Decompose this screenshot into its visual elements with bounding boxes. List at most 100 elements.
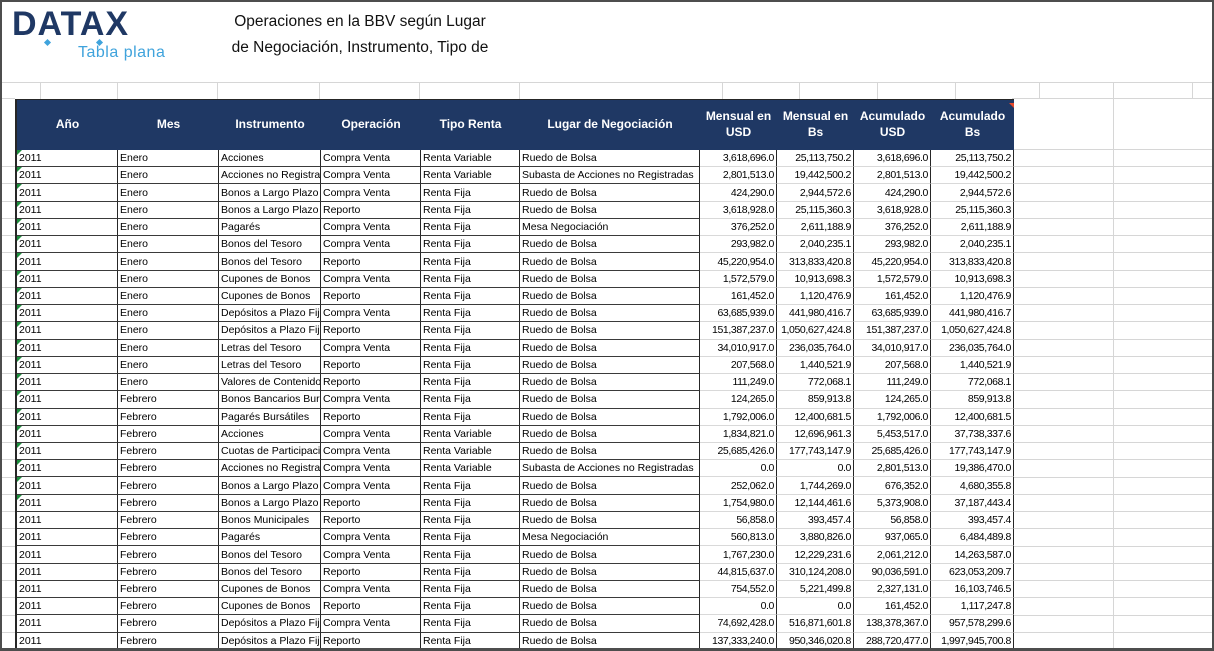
cell-mensual_usd[interactable]: 560,813.0: [700, 529, 777, 547]
cell-mensual_bs[interactable]: 859,913.8: [777, 391, 854, 409]
cell-acumulado_bs[interactable]: 16,103,746.5: [931, 580, 1014, 599]
cell-mes[interactable]: Febrero: [118, 546, 219, 564]
cell-tipo_renta[interactable]: Renta Fija: [421, 322, 520, 340]
cell-tipo_renta[interactable]: Renta Fija: [421, 408, 520, 426]
cell-mes[interactable]: Febrero: [118, 580, 219, 599]
cell-mensual_bs[interactable]: 2,611,188.9: [777, 218, 854, 237]
cell-instrumento[interactable]: Bonos a Largo Plazo: [219, 477, 321, 495]
cell-tipo_renta[interactable]: Renta Fija: [421, 563, 520, 581]
cell-lugar_negociacion[interactable]: Ruedo de Bolsa: [520, 425, 700, 443]
cell-tipo_renta[interactable]: Renta Fija: [421, 477, 520, 495]
cell-acumulado_usd[interactable]: 937,065.0: [854, 529, 931, 547]
cell-ano[interactable]: 2011: [17, 529, 118, 547]
column-header-acumulado_usd[interactable]: Acumulado USD: [854, 100, 931, 150]
cell-lugar_negociacion[interactable]: Ruedo de Bolsa: [520, 546, 700, 564]
cell-acumulado_bs[interactable]: 2,944,572.6: [931, 184, 1014, 202]
cell-mensual_usd[interactable]: 56,858.0: [700, 511, 777, 530]
cell-acumulado_usd[interactable]: 2,061,212.0: [854, 546, 931, 564]
cell-acumulado_usd[interactable]: 25,685,426.0: [854, 442, 931, 461]
cell-acumulado_bs[interactable]: 1,117,247.8: [931, 598, 1014, 616]
cell-instrumento[interactable]: Bonos a Largo Plazo: [219, 184, 321, 202]
cell-lugar_negociacion[interactable]: Ruedo de Bolsa: [520, 477, 700, 495]
cell-acumulado_bs[interactable]: 1,120,476.9: [931, 287, 1014, 306]
cell-tipo_renta[interactable]: Renta Fija: [421, 529, 520, 547]
cell-ano[interactable]: 2011: [17, 287, 118, 306]
cell-acumulado_usd[interactable]: 2,327,131.0: [854, 580, 931, 599]
cell-mensual_bs[interactable]: 310,124,208.0: [777, 563, 854, 581]
cell-acumulado_bs[interactable]: 441,980,416.7: [931, 305, 1014, 323]
cell-operacion[interactable]: Reporto: [321, 287, 421, 306]
cell-lugar_negociacion[interactable]: Ruedo de Bolsa: [520, 322, 700, 340]
cell-tipo_renta[interactable]: Renta Fija: [421, 494, 520, 512]
cell-mes[interactable]: Enero: [118, 339, 219, 357]
cell-mes[interactable]: Febrero: [118, 615, 219, 633]
cell-operacion[interactable]: Compra Venta: [321, 218, 421, 237]
cell-acumulado_usd[interactable]: 111,249.0: [854, 374, 931, 392]
cell-tipo_renta[interactable]: Renta Fija: [421, 253, 520, 271]
cell-mensual_usd[interactable]: 25,685,426.0: [700, 442, 777, 461]
cell-mensual_bs[interactable]: 12,696,961.3: [777, 425, 854, 443]
cell-lugar_negociacion[interactable]: Ruedo de Bolsa: [520, 511, 700, 530]
column-header-mes[interactable]: Mes: [118, 100, 219, 150]
cell-acumulado_usd[interactable]: 5,373,908.0: [854, 494, 931, 512]
cell-operacion[interactable]: Compra Venta: [321, 615, 421, 633]
cell-tipo_renta[interactable]: Renta Variable: [421, 425, 520, 443]
cell-tipo_renta[interactable]: Renta Variable: [421, 150, 520, 168]
cell-acumulado_bs[interactable]: 2,040,235.1: [931, 236, 1014, 254]
cell-tipo_renta[interactable]: Renta Fija: [421, 546, 520, 564]
cell-mensual_bs[interactable]: 25,115,360.3: [777, 201, 854, 219]
cell-ano[interactable]: 2011: [17, 494, 118, 512]
cell-mes[interactable]: Febrero: [118, 632, 219, 648]
cell-operacion[interactable]: Reporto: [321, 408, 421, 426]
cell-mensual_usd[interactable]: 207,568.0: [700, 356, 777, 375]
cell-instrumento[interactable]: Cupones de Bonos: [219, 598, 321, 616]
cell-mes[interactable]: Enero: [118, 253, 219, 271]
cell-lugar_negociacion[interactable]: Mesa Negociación: [520, 529, 700, 547]
cell-operacion[interactable]: Reporto: [321, 632, 421, 648]
cell-ano[interactable]: 2011: [17, 253, 118, 271]
cell-tipo_renta[interactable]: Renta Variable: [421, 460, 520, 478]
cell-instrumento[interactable]: Pagarés: [219, 529, 321, 547]
cell-tipo_renta[interactable]: Renta Fija: [421, 374, 520, 392]
column-header-instrumento[interactable]: Instrumento: [219, 100, 321, 150]
cell-mes[interactable]: Enero: [118, 218, 219, 237]
cell-mensual_bs[interactable]: 1,744,269.0: [777, 477, 854, 495]
cell-mes[interactable]: Enero: [118, 236, 219, 254]
cell-mensual_bs[interactable]: 516,871,601.8: [777, 615, 854, 633]
cell-acumulado_bs[interactable]: 177,743,147.9: [931, 442, 1014, 461]
cell-ano[interactable]: 2011: [17, 460, 118, 478]
cell-mensual_usd[interactable]: 376,252.0: [700, 218, 777, 237]
cell-acumulado_bs[interactable]: 37,738,337.6: [931, 425, 1014, 443]
cell-instrumento[interactable]: Valores de Contenido: [219, 374, 321, 392]
cell-acumulado_usd[interactable]: 5,453,517.0: [854, 425, 931, 443]
cell-operacion[interactable]: Reporto: [321, 511, 421, 530]
cell-lugar_negociacion[interactable]: Ruedo de Bolsa: [520, 236, 700, 254]
cell-mensual_bs[interactable]: 236,035,764.0: [777, 339, 854, 357]
cell-mensual_usd[interactable]: 0.0: [700, 460, 777, 478]
cell-instrumento[interactable]: Depósitos a Plazo Fij: [219, 305, 321, 323]
cell-instrumento[interactable]: Depósitos a Plazo Fij: [219, 632, 321, 648]
cell-acumulado_usd[interactable]: 2,801,513.0: [854, 460, 931, 478]
cell-acumulado_bs[interactable]: 1,440,521.9: [931, 356, 1014, 375]
cell-mes[interactable]: Enero: [118, 305, 219, 323]
cell-mensual_usd[interactable]: 63,685,939.0: [700, 305, 777, 323]
cell-operacion[interactable]: Reporto: [321, 374, 421, 392]
cell-instrumento[interactable]: Bonos a Largo Plazo: [219, 201, 321, 219]
cell-mensual_bs[interactable]: 177,743,147.9: [777, 442, 854, 461]
cell-tipo_renta[interactable]: Renta Fija: [421, 305, 520, 323]
cell-acumulado_usd[interactable]: 45,220,954.0: [854, 253, 931, 271]
cell-acumulado_bs[interactable]: 859,913.8: [931, 391, 1014, 409]
column-header-ano[interactable]: Año: [17, 100, 118, 150]
cell-mes[interactable]: Enero: [118, 201, 219, 219]
cell-mensual_bs[interactable]: 19,442,500.2: [777, 167, 854, 185]
cell-mes[interactable]: Febrero: [118, 511, 219, 530]
cell-mensual_bs[interactable]: 441,980,416.7: [777, 305, 854, 323]
cell-lugar_negociacion[interactable]: Ruedo de Bolsa: [520, 270, 700, 288]
cell-mensual_bs[interactable]: 950,346,020.8: [777, 632, 854, 648]
cell-operacion[interactable]: Compra Venta: [321, 184, 421, 202]
cell-mes[interactable]: Febrero: [118, 477, 219, 495]
cell-lugar_negociacion[interactable]: Ruedo de Bolsa: [520, 339, 700, 357]
cell-mensual_bs[interactable]: 313,833,420.8: [777, 253, 854, 271]
cell-acumulado_bs[interactable]: 957,578,299.6: [931, 615, 1014, 633]
cell-mes[interactable]: Febrero: [118, 408, 219, 426]
